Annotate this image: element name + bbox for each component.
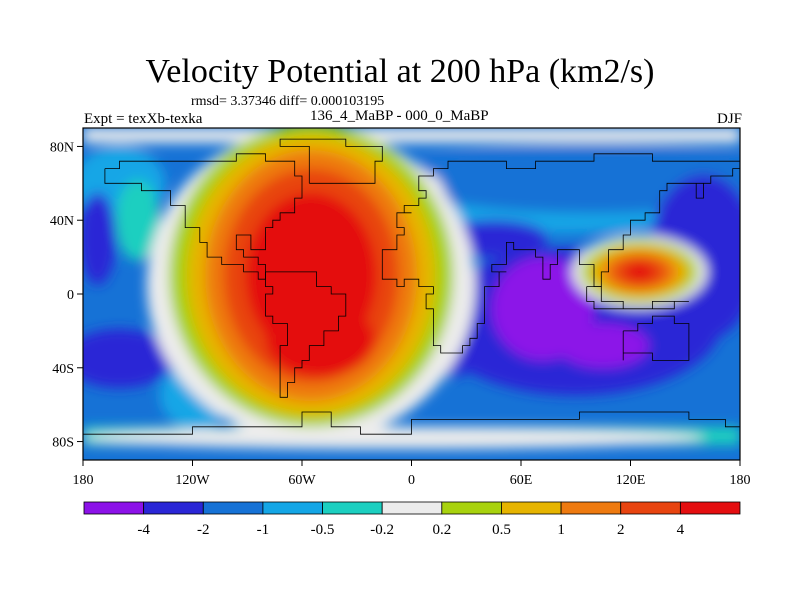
coastline-africa-eurasia bbox=[381, 153, 740, 354]
y-tick-label: 40N bbox=[50, 214, 74, 229]
stats-text: rmsd= 3.37346 diff= 0.000103195 bbox=[191, 94, 385, 109]
x-tick-label: 180 bbox=[73, 473, 94, 488]
colorbar-label: 1 bbox=[557, 522, 565, 538]
colorbar-label: -4 bbox=[137, 522, 150, 538]
season-label: DJF bbox=[716, 111, 742, 127]
contour-band-2 bbox=[83, 426, 704, 449]
experiment-label: Expt = texXb-texka bbox=[84, 111, 203, 127]
colorbar-swatch bbox=[143, 501, 204, 515]
contour-field bbox=[83, 128, 740, 460]
colorbar-label: 2 bbox=[617, 522, 625, 538]
y-tick-label: 0 bbox=[67, 288, 74, 303]
colorbar-label: 4 bbox=[677, 522, 685, 538]
coastline-australia bbox=[622, 315, 690, 361]
contour-band-0 bbox=[83, 128, 740, 143]
colorbar-label: 0.5 bbox=[492, 522, 511, 538]
contour-band-9 bbox=[83, 192, 116, 285]
x-tick-label: 180 bbox=[730, 473, 751, 488]
coastline-greenland bbox=[279, 138, 383, 184]
coastline-north-america bbox=[104, 153, 303, 280]
colorbar-swatch bbox=[381, 501, 443, 515]
coastline-south-america bbox=[265, 271, 347, 398]
contour-band-14 bbox=[557, 323, 649, 368]
contour-band-6 bbox=[115, 179, 160, 261]
colorbar-swatch bbox=[262, 501, 323, 515]
x-tick-label: 0 bbox=[408, 473, 415, 488]
colorbar-label: -0.5 bbox=[311, 522, 335, 538]
contour-bands bbox=[83, 128, 740, 449]
y-tick-label: 80S bbox=[52, 436, 74, 451]
contour-band-29 bbox=[625, 262, 655, 282]
colorbar-swatch bbox=[83, 501, 145, 515]
colorbar-swatch bbox=[322, 501, 383, 515]
chart-title: Velocity Potential at 200 hPa (km2/s) bbox=[145, 53, 655, 90]
colorbar-swatch bbox=[501, 501, 562, 515]
colorbar-swatch bbox=[441, 501, 502, 515]
colorbar-label: 0.2 bbox=[432, 522, 451, 538]
contour-band-4 bbox=[393, 146, 740, 213]
contour-band-23 bbox=[265, 303, 375, 377]
x-tick-label: 60E bbox=[510, 473, 533, 488]
y-tick-label: 80N bbox=[50, 140, 74, 155]
colorbar-swatch bbox=[679, 501, 741, 515]
colorbar-label: -1 bbox=[257, 522, 270, 538]
colorbar-label: -0.2 bbox=[370, 522, 394, 538]
colorbar: -4 -2 -1 -0.5 -0.2 0.2 0.5 1 2 4 bbox=[83, 501, 741, 538]
case-label: 136_4_MaBP - 000_0_MaBP bbox=[310, 108, 489, 124]
coastlines bbox=[83, 138, 740, 435]
colorbar-label: -2 bbox=[197, 522, 210, 538]
coastline-antarctica bbox=[83, 411, 740, 435]
coastline-indonesia bbox=[586, 286, 689, 310]
x-tick-label: 120E bbox=[616, 473, 646, 488]
x-tick-label: 60W bbox=[288, 473, 316, 488]
contour-band-8 bbox=[83, 329, 175, 389]
colorbar-swatch bbox=[560, 501, 622, 515]
y-tick-label: 40S bbox=[52, 362, 74, 377]
colorbar-swatch bbox=[620, 501, 681, 515]
x-tick-label: 120W bbox=[175, 473, 210, 488]
colorbar-swatch bbox=[202, 501, 264, 515]
